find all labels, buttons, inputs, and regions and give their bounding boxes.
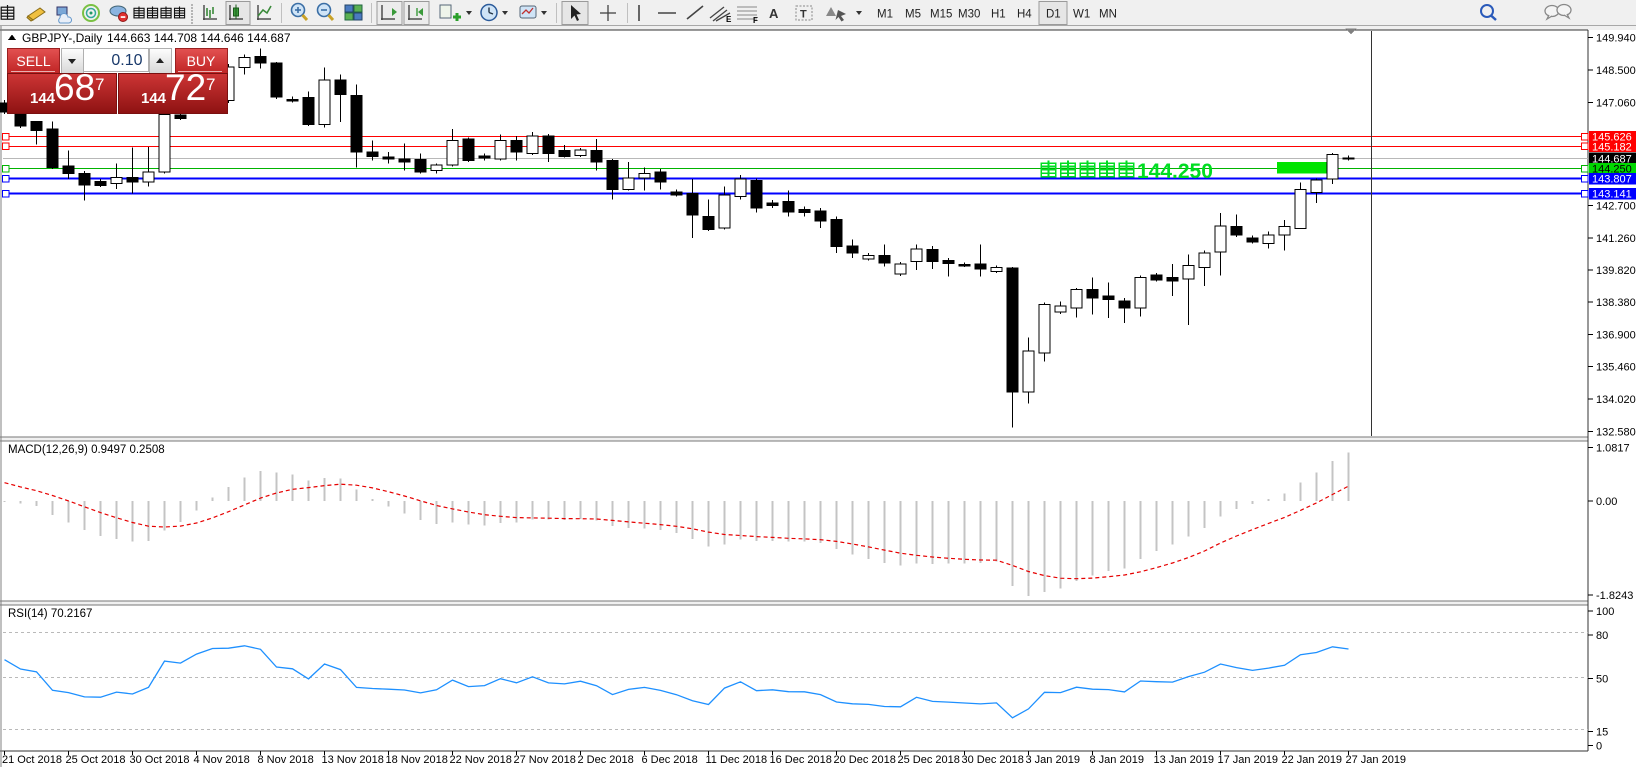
svg-text:6 Dec 2018: 6 Dec 2018 bbox=[642, 754, 698, 766]
svg-text:-1.8243: -1.8243 bbox=[1596, 590, 1633, 602]
svg-text:148.500: 148.500 bbox=[1596, 65, 1636, 77]
svg-text:80: 80 bbox=[1596, 630, 1608, 642]
svg-text:H1: H1 bbox=[991, 9, 1006, 21]
svg-text:D1: D1 bbox=[1046, 9, 1061, 21]
svg-text:144.687: 144.687 bbox=[1592, 153, 1632, 165]
svg-text:T: T bbox=[800, 9, 807, 21]
svg-text:144.250: 144.250 bbox=[1592, 164, 1632, 176]
svg-text:147.060: 147.060 bbox=[1596, 97, 1636, 109]
svg-text:M1: M1 bbox=[877, 9, 893, 21]
svg-text:17 Jan 2019: 17 Jan 2019 bbox=[1218, 754, 1279, 766]
svg-text:27 Jan 2019: 27 Jan 2019 bbox=[1346, 754, 1407, 766]
svg-text:21 Oct 2018: 21 Oct 2018 bbox=[2, 754, 62, 766]
svg-text:MACD(12,26,9) 0.9497 0.2508: MACD(12,26,9) 0.9497 0.2508 bbox=[8, 444, 165, 456]
svg-text:0: 0 bbox=[1596, 740, 1602, 752]
svg-text:143.807: 143.807 bbox=[1592, 174, 1632, 186]
svg-text:142.700: 142.700 bbox=[1596, 201, 1636, 213]
svg-text:145.626: 145.626 bbox=[1592, 132, 1632, 144]
svg-text:M30: M30 bbox=[958, 9, 980, 21]
svg-text:F: F bbox=[753, 16, 758, 25]
svg-text:4 Nov 2018: 4 Nov 2018 bbox=[194, 754, 250, 766]
svg-text:1.0817: 1.0817 bbox=[1596, 443, 1630, 455]
svg-text:16 Dec 2018: 16 Dec 2018 bbox=[770, 754, 832, 766]
svg-text:144.250: 144.250 bbox=[1137, 160, 1213, 183]
svg-text:132.580: 132.580 bbox=[1596, 426, 1636, 438]
svg-text:0.00: 0.00 bbox=[1596, 496, 1617, 508]
svg-text:MN: MN bbox=[1099, 9, 1117, 21]
svg-text:11 Dec 2018: 11 Dec 2018 bbox=[706, 754, 768, 766]
svg-text:25 Oct 2018: 25 Oct 2018 bbox=[66, 754, 126, 766]
svg-text:22 Jan 2019: 22 Jan 2019 bbox=[1282, 754, 1343, 766]
svg-text:136.900: 136.900 bbox=[1596, 330, 1636, 342]
svg-text:30 Dec 2018: 30 Dec 2018 bbox=[962, 754, 1024, 766]
svg-text:13 Nov 2018: 13 Nov 2018 bbox=[322, 754, 384, 766]
svg-text:A: A bbox=[769, 6, 779, 21]
svg-text:27 Nov 2018: 27 Nov 2018 bbox=[514, 754, 576, 766]
svg-text:15: 15 bbox=[1596, 727, 1608, 739]
svg-text:W1: W1 bbox=[1073, 9, 1090, 21]
svg-text:141.260: 141.260 bbox=[1596, 233, 1636, 245]
svg-text:25 Dec 2018: 25 Dec 2018 bbox=[898, 754, 960, 766]
svg-text:50: 50 bbox=[1596, 673, 1608, 685]
svg-text:M15: M15 bbox=[930, 9, 952, 21]
svg-text:20 Dec 2018: 20 Dec 2018 bbox=[834, 754, 896, 766]
svg-text:M5: M5 bbox=[905, 9, 921, 21]
svg-text:3 Jan 2019: 3 Jan 2019 bbox=[1026, 754, 1080, 766]
svg-text:138.380: 138.380 bbox=[1596, 297, 1636, 309]
svg-text:100: 100 bbox=[1596, 606, 1614, 618]
svg-text:22 Nov 2018: 22 Nov 2018 bbox=[450, 754, 512, 766]
svg-text:GBPJPY-,Daily: GBPJPY-,Daily bbox=[22, 31, 102, 45]
svg-text:RSI(14) 70.2167: RSI(14) 70.2167 bbox=[8, 608, 92, 620]
svg-text:8 Nov 2018: 8 Nov 2018 bbox=[258, 754, 314, 766]
svg-text:134.020: 134.020 bbox=[1596, 394, 1636, 406]
svg-text:149.940: 149.940 bbox=[1596, 32, 1636, 44]
svg-text:2 Dec 2018: 2 Dec 2018 bbox=[578, 754, 634, 766]
svg-text:8 Jan 2019: 8 Jan 2019 bbox=[1090, 754, 1144, 766]
svg-text:13 Jan 2019: 13 Jan 2019 bbox=[1154, 754, 1215, 766]
svg-text:135.460: 135.460 bbox=[1596, 361, 1636, 373]
svg-text:143.141: 143.141 bbox=[1592, 189, 1632, 201]
svg-text:E: E bbox=[726, 15, 732, 24]
svg-text:144.663 144.708 144.646 144.68: 144.663 144.708 144.646 144.687 bbox=[107, 31, 291, 45]
svg-text:145.182: 145.182 bbox=[1592, 141, 1632, 153]
svg-text:30 Oct 2018: 30 Oct 2018 bbox=[130, 754, 190, 766]
svg-text:139.820: 139.820 bbox=[1596, 265, 1636, 277]
svg-text:18 Nov 2018: 18 Nov 2018 bbox=[386, 754, 448, 766]
svg-text:H4: H4 bbox=[1017, 9, 1032, 21]
